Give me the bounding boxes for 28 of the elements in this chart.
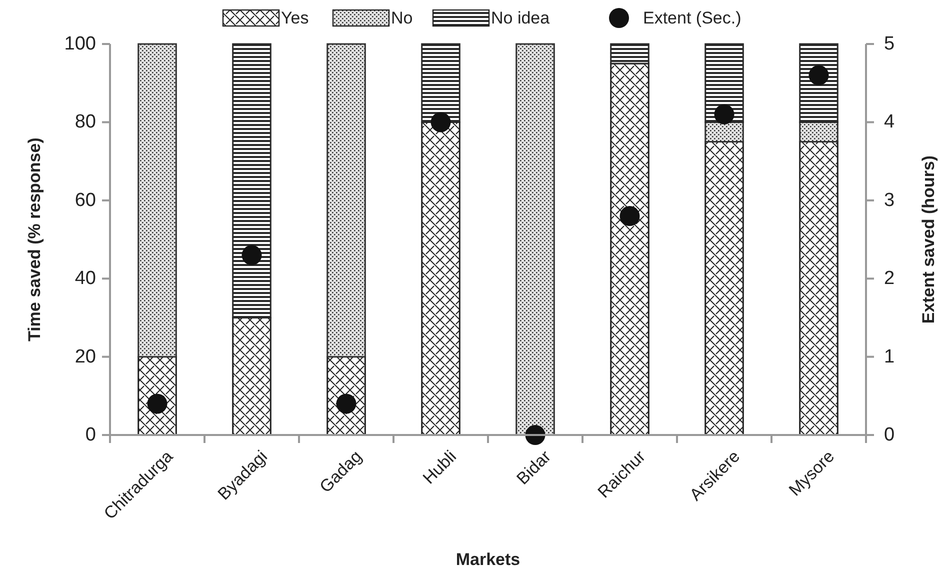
bar	[799, 141, 838, 436]
bar	[704, 141, 744, 436]
y-tick-label: 20	[74, 346, 96, 368]
y-tick-label: 100	[64, 34, 96, 54]
bar	[138, 43, 177, 358]
y2-tick-label: 1	[884, 346, 895, 368]
y2-axis-title: Extent saved (hours)	[919, 155, 938, 324]
x-axis-title: Markets	[456, 550, 520, 569]
y-axis-title: Time saved (% response)	[25, 138, 44, 342]
y-tick-label: 40	[74, 268, 96, 290]
y-tick-label: 0	[85, 424, 96, 446]
y-tick-label: 60	[74, 190, 96, 211]
y2-tick-label: 4	[884, 112, 895, 133]
legend-label: No	[391, 8, 413, 28]
bar	[326, 43, 366, 358]
y-tick-label: 80	[74, 112, 96, 133]
y2-tick-label: 3	[884, 190, 895, 211]
legend-label: Extent (Sec.)	[643, 8, 742, 28]
y2-tick-label: 2	[884, 268, 895, 290]
point	[430, 112, 451, 132]
legend-label: No idea	[491, 8, 550, 28]
point	[714, 104, 734, 124]
bar	[516, 43, 555, 436]
y2-tick-label: 5	[884, 34, 895, 54]
point	[242, 245, 262, 266]
point	[620, 206, 640, 226]
y2-tick-label: 0	[884, 424, 895, 446]
legend-label: Yes	[281, 8, 309, 28]
